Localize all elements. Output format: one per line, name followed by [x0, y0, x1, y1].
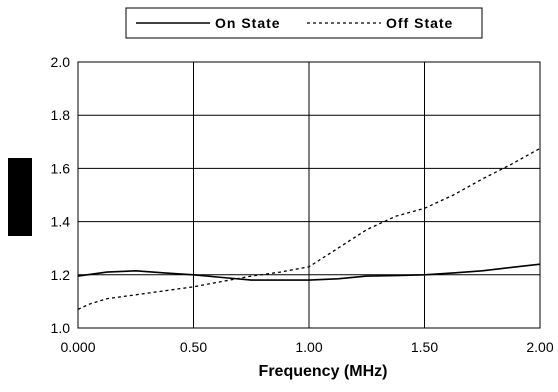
x-tick-label: 2.00	[526, 339, 553, 355]
legend-label-off-state: Off State	[386, 15, 453, 31]
tick-labels: 1.0 1.2 1.4 1.6 1.8 2.0 0.000 0.50 1.00 1.50 2.00	[51, 54, 554, 355]
y-tick-label: 2.0	[51, 54, 71, 70]
y-tick-label: 1.0	[51, 320, 71, 336]
black-marker	[8, 158, 32, 236]
y-tick-label: 1.2	[51, 267, 71, 283]
series-line-off-state	[77, 147, 541, 310]
legend-label-on-state: On State	[215, 15, 281, 31]
y-tick-label: 1.8	[51, 107, 71, 123]
y-tick-label: 1.6	[51, 160, 71, 176]
series-line-on-state	[77, 263, 541, 281]
x-tick-label: 0.50	[180, 339, 207, 355]
legend: On State Off State	[125, 7, 483, 39]
y-tick-label: 1.4	[51, 214, 71, 230]
series-layer	[77, 147, 541, 310]
x-tick-label: 0.000	[60, 339, 95, 355]
grid	[77, 61, 541, 329]
x-tick-label: 1.50	[411, 339, 438, 355]
x-tick-label: 1.00	[295, 339, 322, 355]
x-axis-title: Frequency (MHz)	[259, 363, 388, 380]
plot-frame	[77, 61, 541, 329]
